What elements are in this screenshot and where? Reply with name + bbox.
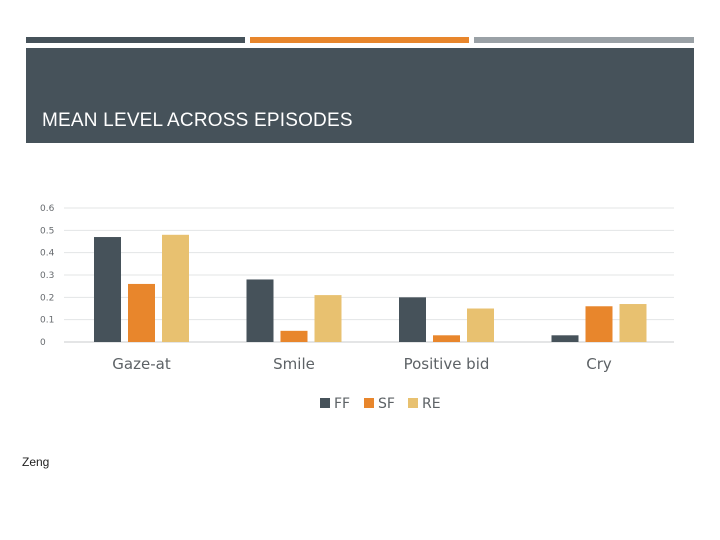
bar-ff-gaze-at xyxy=(94,237,121,342)
x-category-label: Gaze-at xyxy=(112,355,171,373)
bar-ff-positive-bid xyxy=(399,297,426,342)
slide-title: MEAN LEVEL ACROSS EPISODES xyxy=(42,110,353,131)
bar-sf-smile xyxy=(280,330,308,342)
legend-label-ff: FF xyxy=(334,396,350,412)
bar-re-cry xyxy=(619,304,647,342)
title-bar: MEAN LEVEL ACROSS EPISODES xyxy=(26,48,694,143)
bar-re-positive-bid xyxy=(467,308,494,342)
x-axis: Gaze-at Smile Positive bid Cry xyxy=(112,355,612,373)
y-tick-label: 0 xyxy=(40,338,46,348)
bar-ff-cry xyxy=(551,335,579,342)
y-tick-label: 0.3 xyxy=(40,271,54,281)
legend-swatch-ff xyxy=(320,398,330,408)
legend-swatch-sf xyxy=(364,398,374,408)
y-tick-label: 0.1 xyxy=(40,316,54,326)
chart-legend: FF SF RE xyxy=(320,396,441,412)
legend-swatch-re xyxy=(408,398,418,408)
y-tick-label: 0.4 xyxy=(40,249,55,259)
bar-re-gaze-at xyxy=(162,234,189,342)
y-tick-label: 0.2 xyxy=(40,293,54,303)
x-category-label: Cry xyxy=(586,355,612,373)
bar-sf-cry xyxy=(585,306,613,342)
y-tick-label: 0.5 xyxy=(40,226,54,236)
legend-label-re: RE xyxy=(422,396,441,412)
chart-bars xyxy=(94,234,647,342)
y-axis: 0 0.1 0.2 0.3 0.4 0.5 0.6 xyxy=(40,204,55,348)
accent-stripe-dark xyxy=(26,37,245,43)
footer-author: Zeng xyxy=(22,455,50,469)
bar-re-smile xyxy=(314,295,342,342)
y-tick-label: 0.6 xyxy=(40,204,55,214)
chart-gridlines xyxy=(64,207,674,343)
x-category-label: Positive bid xyxy=(404,355,490,373)
x-category-label: Smile xyxy=(273,355,315,373)
bar-sf-gaze-at xyxy=(128,283,155,342)
bar-sf-positive-bid xyxy=(433,335,460,342)
accent-stripe-gray xyxy=(474,37,694,43)
bar-ff-smile xyxy=(246,279,274,342)
legend-label-sf: SF xyxy=(378,396,395,412)
accent-stripe-orange xyxy=(250,37,469,43)
